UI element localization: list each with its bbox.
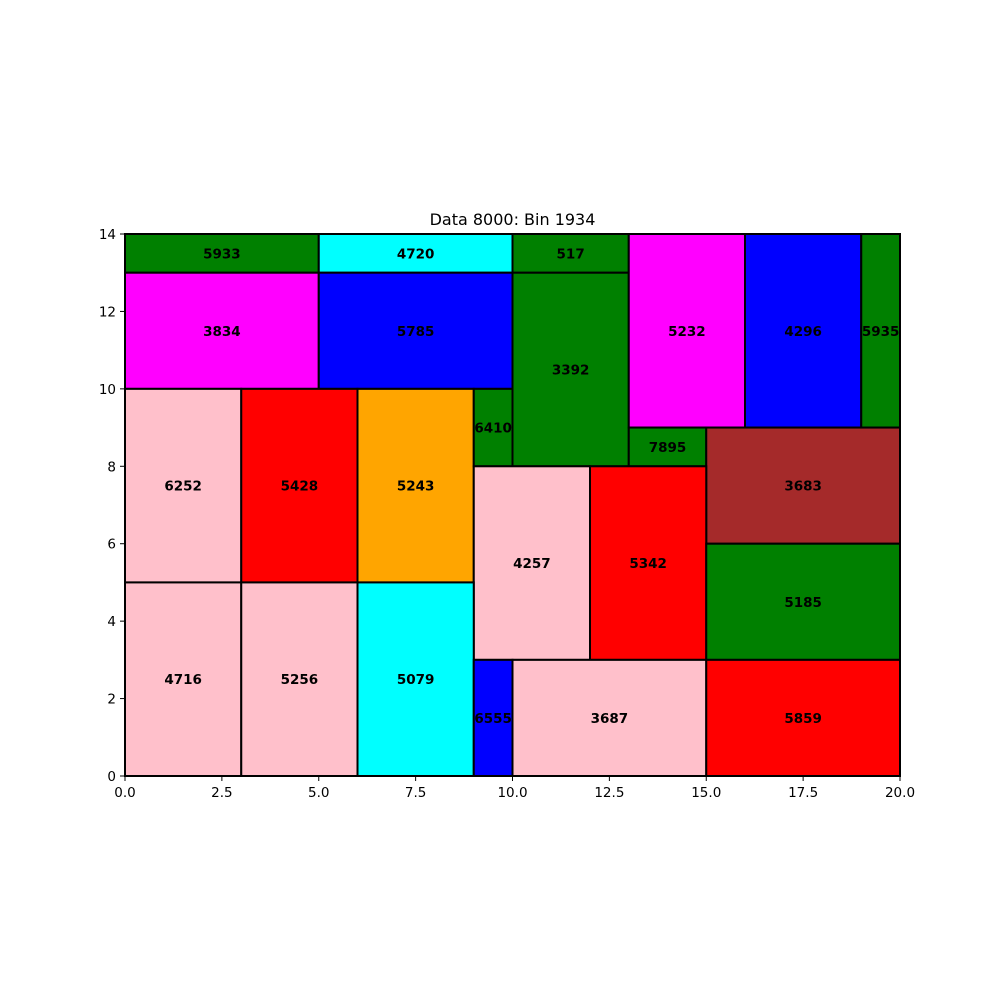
rectangle-label: 4720 [397, 246, 435, 262]
rectangle-label: 5859 [784, 711, 822, 727]
rectangle-label: 5935 [862, 324, 900, 340]
rectangle-label: 4296 [784, 324, 822, 340]
rectangle-label: 6410 [474, 421, 512, 437]
packed-rectangle [511, 658, 708, 777]
rectangle-label: 5342 [629, 556, 667, 572]
packed-rectangle [317, 271, 514, 390]
x-tick-label: 10.0 [497, 785, 527, 801]
rectangle-label: 3392 [552, 363, 590, 379]
packed-rectangle [589, 465, 708, 661]
rectangle-label: 517 [557, 246, 585, 262]
x-tick-label: 20.0 [885, 785, 915, 801]
packed-rectangle [472, 658, 514, 777]
packed-rectangle [124, 581, 243, 778]
rectangle-label: 5256 [281, 672, 319, 688]
packed-rectangle [744, 233, 863, 429]
rectangle-label: 3683 [784, 479, 822, 495]
x-tick-label: 5.0 [308, 785, 329, 801]
rectangle-label: 5785 [397, 324, 435, 340]
rectangle-label: 3834 [203, 324, 241, 340]
x-tick-label: 15.0 [691, 785, 721, 801]
packed-rectangle [356, 581, 475, 778]
rectangle-label: 4257 [513, 556, 551, 572]
y-tick-label: 14 [99, 227, 116, 243]
packed-rectangle [124, 271, 320, 390]
packed-rectangle [356, 387, 475, 584]
rectangle-label: 5185 [784, 595, 822, 611]
chart-title: Data 8000: Bin 1934 [430, 210, 596, 229]
rectangle-label: 5243 [397, 479, 435, 495]
packed-rectangle [705, 542, 901, 661]
rectangle-label: 7895 [649, 440, 687, 456]
rectangle-label: 5232 [668, 324, 706, 340]
packed-rectangle [472, 465, 591, 661]
x-tick-label: 12.5 [594, 785, 624, 801]
y-tick-label: 8 [107, 459, 116, 475]
rectangle-label: 4716 [164, 672, 202, 688]
y-tick-label: 10 [99, 382, 116, 398]
packed-rectangle [124, 387, 243, 584]
rectangle-label: 6555 [474, 711, 512, 727]
y-tick-label: 2 [107, 692, 116, 708]
rectangles-layer [124, 233, 901, 778]
y-tick-label: 0 [107, 769, 116, 785]
y-tick-label: 6 [107, 537, 116, 553]
x-tick-label: 7.5 [405, 785, 426, 801]
rectangle-label: 5079 [397, 672, 435, 688]
rectangle-label: 5428 [281, 479, 319, 495]
x-tick-label: 2.5 [211, 785, 232, 801]
x-tick-label: 17.5 [788, 785, 818, 801]
y-axis: 0 2 4 6 8 10 12 14 [99, 227, 125, 785]
packed-rectangle [240, 581, 359, 778]
x-tick-label: 0.0 [114, 785, 135, 801]
packed-rectangle [511, 271, 630, 468]
packed-rectangle [317, 233, 514, 274]
rectangle-label: 3687 [591, 711, 629, 727]
rectangle-labels-layer: 5933 4720 517 3834 5785 3392 5232 4296 5935 6252 5… [164, 246, 899, 727]
rectangle-label: 5933 [203, 246, 241, 262]
y-tick-label: 4 [107, 614, 116, 630]
packed-rectangle [627, 426, 708, 468]
x-axis: 0.0 2.5 5.0 7.5 10.0 12.5 15.0 17.5 20.0 [114, 776, 915, 801]
y-tick-label: 12 [99, 304, 116, 320]
rectangle-label: 6252 [164, 479, 202, 495]
